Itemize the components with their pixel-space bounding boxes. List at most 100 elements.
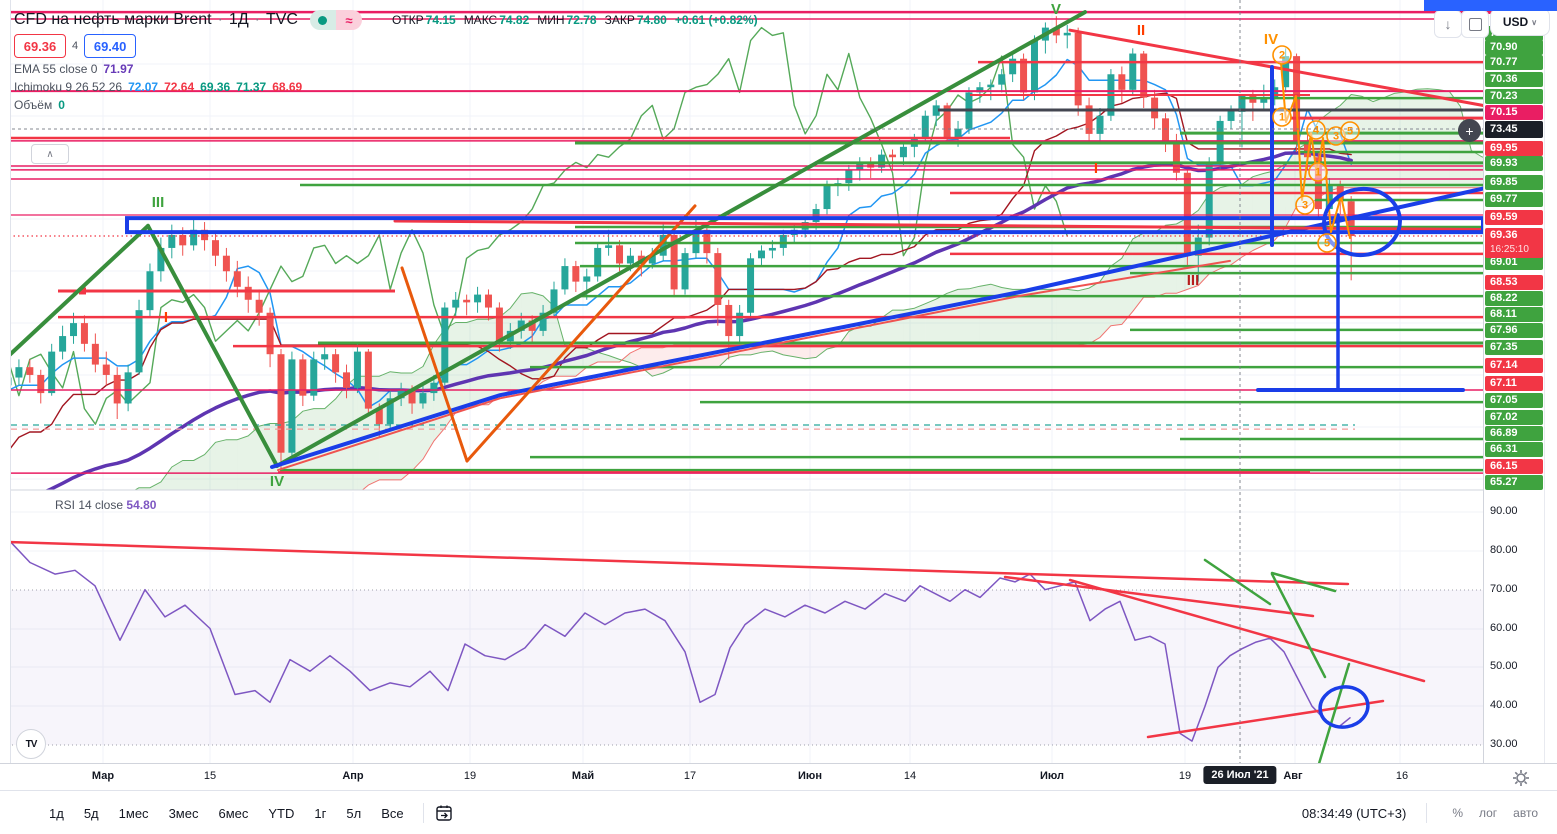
range-button-1г[interactable]: 1г: [314, 805, 327, 821]
range-button-3мес[interactable]: 3мес: [168, 805, 199, 821]
range-button-5д[interactable]: 5д: [83, 805, 99, 821]
range-button-1д[interactable]: 1д: [49, 805, 64, 821]
price-axis-label: 70.36: [1485, 72, 1543, 87]
rsi-axis-label: 70.00: [1490, 583, 1518, 595]
separator: ·: [254, 11, 260, 28]
trendlines[interactable]: [0, 10, 1556, 472]
wave-label[interactable]: III: [152, 194, 165, 211]
ichimoku-v2: 72.64: [164, 80, 195, 94]
rsi-axis-label: 50.00: [1490, 660, 1518, 672]
scale-mode-лог[interactable]: лог: [1478, 806, 1498, 820]
axis-settings-gear-icon[interactable]: [1512, 769, 1530, 787]
rsi-pane[interactable]: [6, 538, 1426, 763]
price-axis-label: 69.95: [1485, 141, 1543, 156]
range-button-Все[interactable]: Все: [381, 805, 404, 821]
session-clock[interactable]: 08:34:49 (UTC+3): [1301, 805, 1407, 821]
scale-mode-авто[interactable]: авто: [1513, 806, 1538, 820]
rsi-legend-label: RSI 14 close: [55, 498, 124, 512]
currency-selector[interactable]: USD ∨: [1490, 8, 1550, 36]
right-gutter: [1544, 0, 1557, 763]
time-axis-label: 19: [1178, 770, 1192, 782]
bid-box[interactable]: 69.36: [14, 34, 66, 58]
price-axis[interactable]: 74.5471.2570.9070.7770.3670.2370.1569.95…: [1483, 0, 1544, 763]
time-axis[interactable]: 26 Июл '21 Мар 15 Апр 19 Май 17 Июн 14 Июл 19 Авг 1…: [0, 763, 1557, 791]
symbol-title[interactable]: CFD на нефть марки Brent: [14, 11, 212, 28]
scroll-to-latest-button[interactable]: ↓: [1434, 10, 1462, 38]
price-axis-label: 69.77: [1485, 192, 1543, 207]
rsi-axis-label: 90.00: [1490, 505, 1518, 517]
price-axis-label: 67.11: [1485, 376, 1543, 391]
time-axis-label: 16: [1395, 770, 1409, 782]
go-to-date-calendar-icon[interactable]: [434, 803, 454, 823]
rsi-axis-label: 40.00: [1490, 699, 1518, 711]
range-button-5л[interactable]: 5л: [346, 805, 362, 821]
svg-text:3: 3: [1333, 130, 1339, 142]
price-axis-label: 67.35: [1485, 340, 1543, 355]
wave-label[interactable]: III: [1187, 272, 1200, 289]
wave-label[interactable]: V: [1051, 1, 1061, 18]
time-axis-label: 19: [463, 770, 477, 782]
price-axis-label: 68.22: [1485, 291, 1543, 306]
volume-legend-label[interactable]: Объём: [14, 98, 53, 112]
price-axis-label: 69.85: [1485, 175, 1543, 190]
svg-text:1: 1: [1315, 166, 1321, 178]
highlight-circle[interactable]: [1321, 185, 1403, 259]
rsi-highlight-circle[interactable]: [1317, 683, 1371, 731]
interval-label[interactable]: 1Д: [228, 11, 249, 28]
wave-label[interactable]: I: [1094, 160, 1098, 177]
price-range-rectangle[interactable]: [125, 216, 1483, 235]
grid: [0, 0, 1483, 763]
price-axis-label: 70.77: [1485, 55, 1543, 70]
scale-mode-buttons: % лог авто: [1447, 802, 1543, 824]
price-axis-label: 66.31: [1485, 442, 1543, 457]
wave-label[interactable]: I: [164, 309, 168, 326]
date-range-buttons: 1д 5д 1мес 3мес 6мес YTD 1г 5л Все: [40, 801, 413, 826]
price-axis-label: 68.53: [1485, 275, 1543, 290]
line-handle[interactable]: [79, 287, 86, 295]
chart-legend: CFD на нефть марки Brent · 1Д · TVC ≈ ОТ…: [14, 10, 758, 116]
rsi-axis-label: 60.00: [1490, 622, 1518, 634]
range-button-YTD[interactable]: YTD: [268, 805, 295, 821]
range-button-6мес[interactable]: 6мес: [218, 805, 249, 821]
approx-icon: ≈: [335, 10, 362, 30]
svg-text:2: 2: [1279, 49, 1285, 61]
maximize-pane-button[interactable]: [1461, 10, 1489, 38]
currency-label: USD: [1502, 15, 1529, 29]
price-axis-label: 66.89: [1485, 426, 1543, 441]
tradingview-logo[interactable]: TV: [16, 729, 46, 759]
ema-legend-label[interactable]: EMA 55 close 0: [14, 62, 98, 76]
volume-legend-value: 0: [58, 98, 65, 112]
scale-mode-%[interactable]: %: [1452, 806, 1463, 820]
wave-label[interactable]: IV: [270, 473, 284, 490]
add-alert-plus-button[interactable]: +: [1458, 119, 1481, 142]
range-button-1мес[interactable]: 1мес: [118, 805, 149, 821]
hand-drawn-annotations[interactable]: [1256, 62, 1465, 392]
price-axis-label: 70.90: [1485, 40, 1543, 55]
price-axis-label: 65.27: [1485, 475, 1543, 490]
ask-box[interactable]: 69.40: [84, 34, 137, 58]
rsi-legend-value: 54.80: [126, 498, 157, 512]
time-axis-label: Июл: [1039, 770, 1065, 782]
plus-icon: +: [1465, 122, 1474, 139]
price-axis-label: 69.59: [1485, 210, 1543, 225]
rsi-band: [0, 590, 1483, 745]
wave-label[interactable]: IV: [1264, 31, 1278, 48]
price-axis-label: 70.15: [1485, 105, 1543, 120]
pane-collapse-button[interactable]: ∧: [31, 144, 69, 164]
svg-text:1: 1: [1279, 111, 1285, 123]
price-axis-label: 69.93: [1485, 156, 1543, 171]
crosshair: [0, 0, 1483, 763]
rsi-legend[interactable]: RSI 14 close 54.80: [55, 498, 156, 512]
exchange-label[interactable]: TVC: [265, 11, 298, 28]
svg-text:3: 3: [1302, 199, 1308, 211]
wave-label[interactable]: II: [1137, 22, 1145, 39]
change-value: +0.61 (+0.82%): [674, 13, 758, 27]
svg-text:5: 5: [1347, 125, 1353, 137]
price-axis-label: 70.23: [1485, 89, 1543, 104]
ichimoku-v5: 68.69: [272, 80, 303, 94]
ichimoku-legend-label[interactable]: Ichimoku 9 26 52 26: [14, 80, 123, 94]
chevron-down-icon: ∨: [1531, 17, 1538, 27]
